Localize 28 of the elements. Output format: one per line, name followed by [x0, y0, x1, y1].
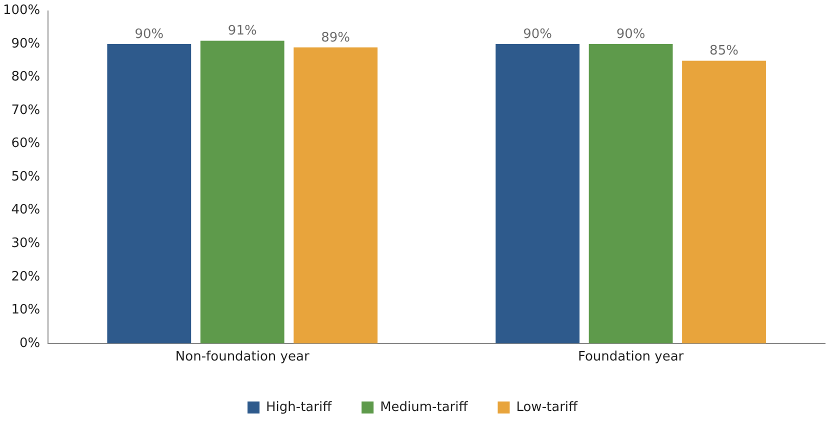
x-tick-label: Non-foundation year: [175, 350, 310, 365]
x-tick-label: Foundation year: [578, 350, 684, 365]
data-label: 91%: [228, 24, 257, 39]
data-label: 90%: [523, 26, 552, 42]
bar: [107, 44, 192, 344]
y-tick-label: 30%: [11, 236, 40, 251]
y-tick-label: 20%: [11, 269, 40, 284]
y-tick-label: 60%: [11, 136, 40, 152]
data-label: 85%: [710, 44, 738, 59]
bar: [682, 60, 766, 344]
y-tick-label: 100%: [2, 3, 40, 18]
legend-label: Medium-tariff: [380, 400, 469, 415]
data-label: 90%: [616, 26, 646, 42]
bar: [294, 47, 378, 344]
y-tick-label: 90%: [11, 36, 40, 52]
legend-label: High-tariff: [266, 400, 333, 415]
bar: [200, 40, 284, 344]
y-tick-label: 10%: [11, 302, 40, 318]
y-tick-label: 40%: [11, 202, 40, 218]
legend-label: Low-tariff: [516, 400, 579, 415]
y-tick-label: 0%: [20, 336, 40, 351]
data-label: 90%: [134, 26, 164, 42]
y-tick-label: 80%: [11, 70, 40, 85]
y-tick-label: 70%: [11, 102, 40, 118]
bar: [496, 44, 580, 344]
y-tick-label: 50%: [11, 169, 40, 184]
data-label: 89%: [321, 30, 350, 46]
bar: [588, 44, 673, 344]
